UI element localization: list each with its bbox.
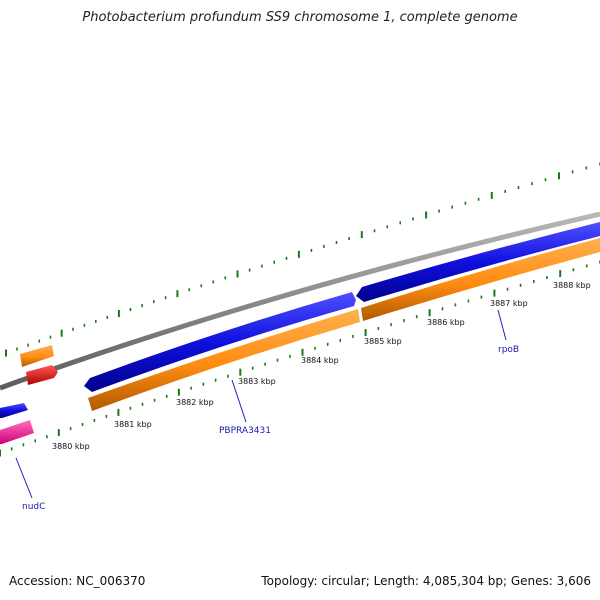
- ruler-label-3885: 3885 kbp: [364, 337, 402, 346]
- ruler-track: [0, 260, 600, 457]
- reverse-cds-track: [20, 238, 600, 411]
- cds-orange-long-a: [88, 309, 360, 411]
- ruler-label-3888: 3888 kbp: [553, 281, 591, 290]
- topology-label: Topology: circular; Length: 4,085,304 bp…: [261, 574, 591, 588]
- cds-PBPRA3431: [84, 292, 356, 392]
- cds-orange-small: [20, 345, 54, 367]
- ruler-label-3886: 3886 kbp: [427, 318, 465, 327]
- pink-feature: [0, 420, 34, 444]
- rna-feature: [26, 365, 58, 385]
- rpoB-leader-line: [497, 309, 507, 341]
- ruler-label-3887: 3887 kbp: [490, 299, 528, 308]
- cds-orange-long-b: [361, 238, 600, 321]
- PBPRA3431-leader-line: [231, 379, 247, 423]
- outer-tick-track: [5, 162, 600, 357]
- cds-rpoB: [356, 222, 600, 302]
- ruler-label-3884: 3884 kbp: [301, 356, 339, 365]
- nudC-leader-line: [15, 457, 33, 499]
- backbone-line: [0, 211, 600, 391]
- map-title: Photobacterium profundum SS9 chromosome …: [82, 10, 518, 25]
- ruler-label-3882: 3882 kbp: [176, 398, 214, 407]
- forward-cds-track: [0, 222, 600, 418]
- gene-label-nudC: nudC: [22, 502, 45, 512]
- ruler-label-3881: 3881 kbp: [114, 420, 152, 429]
- gene-label-rpoB: rpoB: [498, 345, 519, 355]
- accession-label: Accession: NC_006370: [9, 574, 146, 588]
- gene-label-PBPRA3431: PBPRA3431: [219, 426, 271, 436]
- ruler-label-3883: 3883 kbp: [238, 377, 276, 386]
- cds-nudC-forward: [0, 403, 28, 418]
- ruler-label-3880: 3880 kbp: [52, 442, 90, 451]
